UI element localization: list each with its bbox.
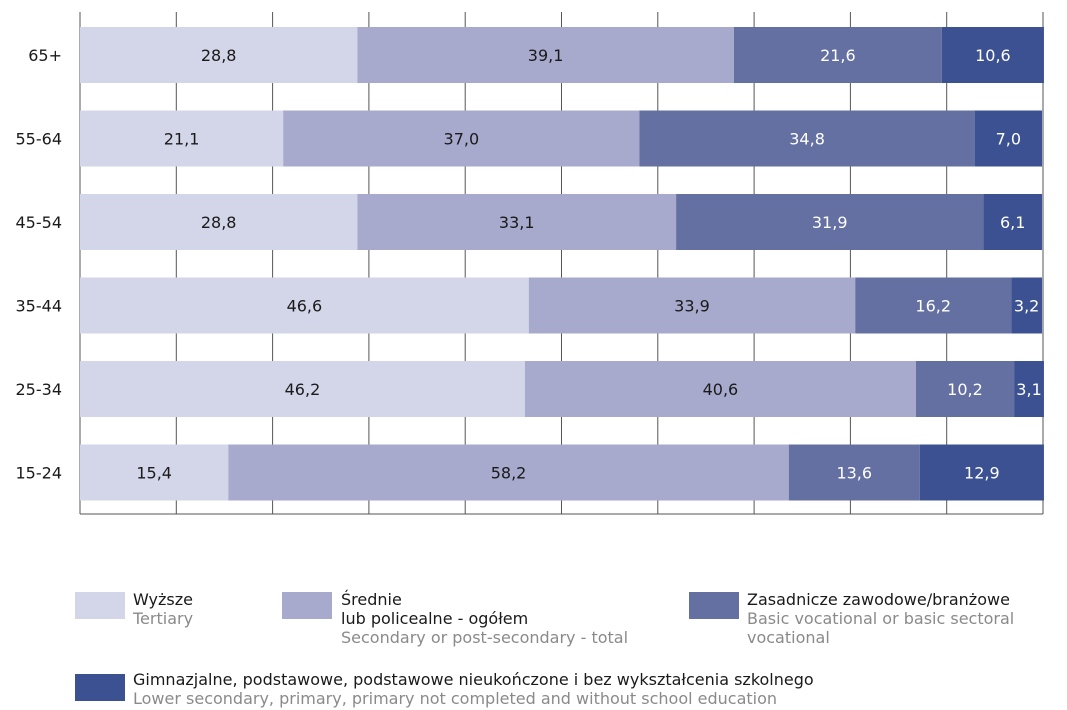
data-label: 39,1 xyxy=(528,46,564,65)
data-label: 3,2 xyxy=(1014,297,1039,316)
legend-label-tertiary-pl: Wyższe xyxy=(133,590,193,609)
bar-segment xyxy=(357,27,734,83)
bar-segment xyxy=(80,361,525,417)
bar-segment xyxy=(80,277,529,334)
data-label: 16,2 xyxy=(915,297,951,316)
data-label: 3,1 xyxy=(1016,380,1041,399)
category-label: 25-34 xyxy=(16,380,63,399)
data-label: 21,6 xyxy=(820,46,856,65)
bar-segment xyxy=(733,27,942,83)
legend-label-vocational-pl: Zasadnicze zawodowe/branżowe xyxy=(747,590,1010,609)
bar-segment xyxy=(941,27,1044,83)
data-label: 10,2 xyxy=(947,380,983,399)
legend-swatch-vocational xyxy=(689,592,739,619)
legend-label-tertiary-en: Tertiary xyxy=(133,609,194,628)
data-label: 46,6 xyxy=(287,297,323,316)
bar-segment xyxy=(357,194,677,250)
legend-swatch-tertiary xyxy=(75,592,125,619)
bar-segment xyxy=(983,194,1043,250)
category-label: 55-64 xyxy=(16,130,63,149)
legend-label-secondary-pl-1: Średnie xyxy=(341,590,402,609)
bar-segment xyxy=(228,444,789,501)
data-label: 28,8 xyxy=(201,213,237,232)
bar-segment xyxy=(80,444,229,501)
category-label: 45-54 xyxy=(16,213,63,232)
bar-segment xyxy=(639,110,975,167)
data-label: 33,1 xyxy=(499,213,535,232)
data-label: 15,4 xyxy=(136,464,172,483)
bar-segment xyxy=(80,110,284,167)
bar-segment xyxy=(283,110,640,167)
legend-label-lower-secondary-pl: Gimnazjalne, podstawowe, podstawowe nieu… xyxy=(133,670,814,689)
bar-segment xyxy=(80,194,358,250)
data-label: 7,0 xyxy=(996,130,1021,149)
data-label: 40,6 xyxy=(703,380,739,399)
data-label: 12,9 xyxy=(964,464,1000,483)
bar-segment xyxy=(676,194,984,250)
category-label: 35-44 xyxy=(16,297,63,316)
data-label: 13,6 xyxy=(836,464,872,483)
bar-segment xyxy=(788,444,920,501)
category-label: 65+ xyxy=(28,46,62,65)
bar-segment xyxy=(915,361,1015,417)
bar-segment xyxy=(80,27,358,83)
data-label: 37,0 xyxy=(444,130,480,149)
bar-segment xyxy=(528,277,856,334)
legend-label-vocational-en-1: Basic vocational or basic sectoral xyxy=(747,609,1015,628)
stacked-bar-chart: 65+ 28,8 39,1 21,6 10,6 55-64 21,1 37,0 34,8 7,0 4… xyxy=(16,12,1044,515)
legend-swatch-secondary xyxy=(282,592,332,619)
bar-segment xyxy=(524,361,916,417)
bar-segment xyxy=(855,277,1012,334)
bar-segment xyxy=(1011,277,1043,334)
bar-segment xyxy=(1014,361,1044,417)
data-label: 10,6 xyxy=(975,46,1011,65)
legend-label-secondary-pl-2: lub policealne - ogółem xyxy=(341,609,529,628)
data-label: 31,9 xyxy=(812,213,848,232)
bar-segment xyxy=(974,110,1043,167)
data-label: 21,1 xyxy=(164,130,200,149)
legend-label-lower-secondary-en: Lower secondary, primary, primary not co… xyxy=(133,689,778,708)
bar-segment xyxy=(919,444,1044,501)
data-label: 34,8 xyxy=(789,130,825,149)
legend-swatch-lower-secondary xyxy=(75,674,125,701)
data-label: 46,2 xyxy=(285,380,321,399)
data-label: 6,1 xyxy=(1000,213,1025,232)
data-label: 28,8 xyxy=(201,46,237,65)
data-label: 58,2 xyxy=(491,464,527,483)
category-label: 15-24 xyxy=(16,464,63,483)
legend-label-secondary-en: Secondary or post-secondary - total xyxy=(341,628,629,647)
data-label: 33,9 xyxy=(674,297,710,316)
legend-label-vocational-en-2: vocational xyxy=(747,628,830,647)
